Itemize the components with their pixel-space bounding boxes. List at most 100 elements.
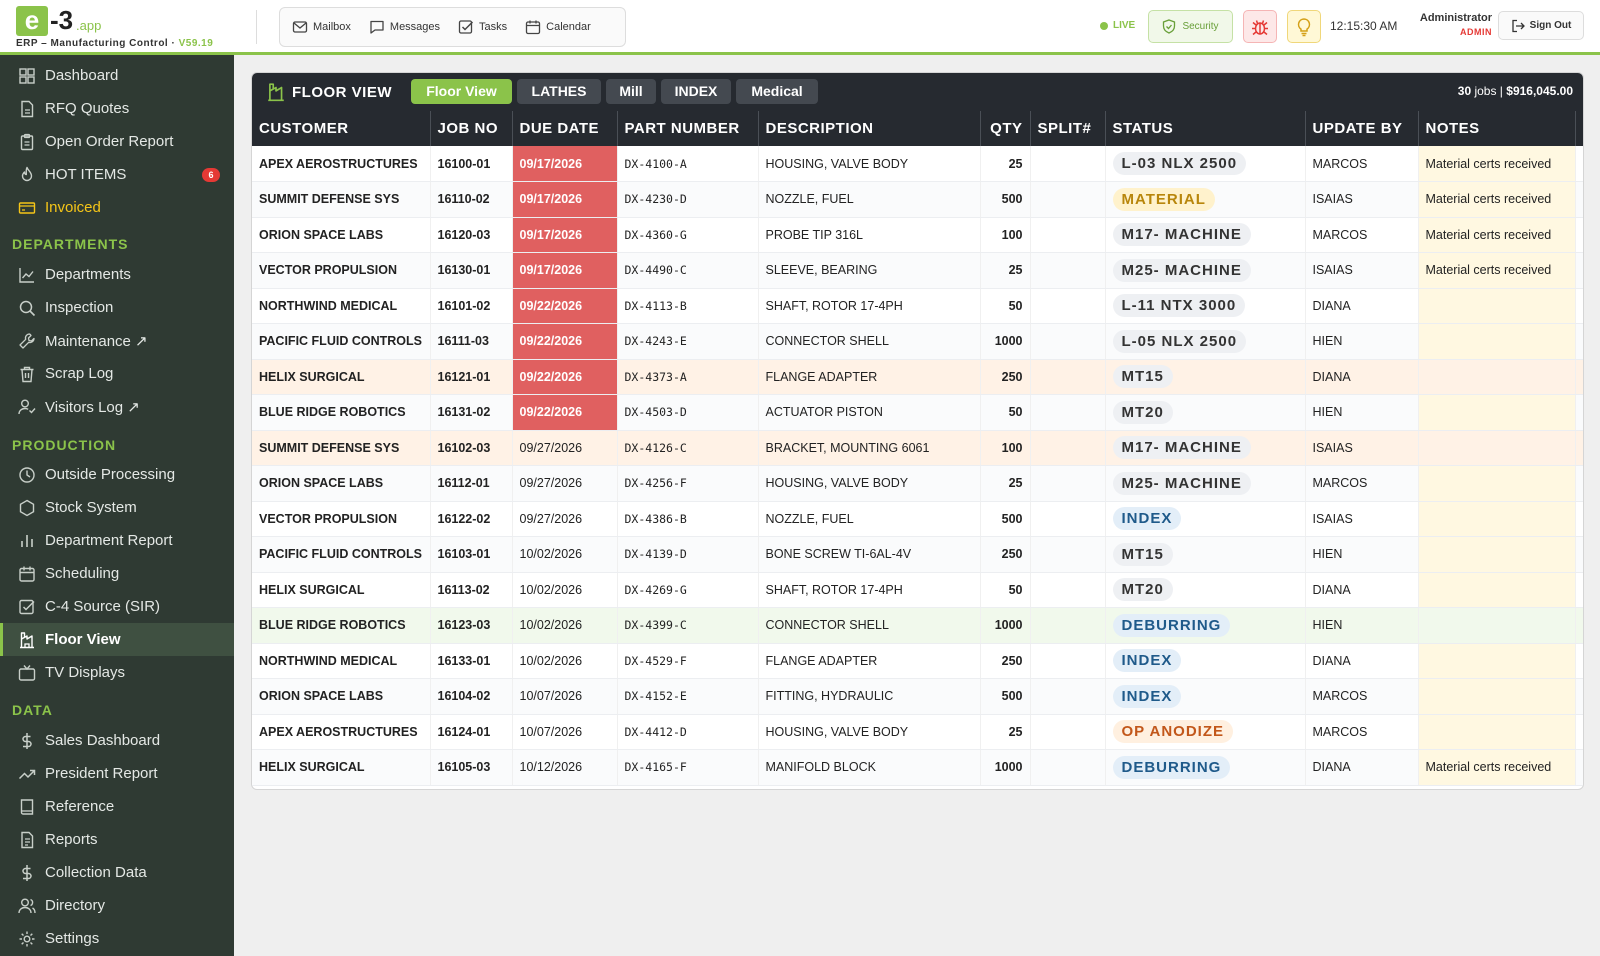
sign-out-button[interactable]: Sign Out (1498, 11, 1584, 40)
book-icon (20, 798, 34, 815)
status-badge[interactable]: L-03 NLX 2500 (1112, 152, 1247, 175)
sidebar-item-collection-data[interactable]: Collection Data (0, 856, 234, 889)
status-badge[interactable]: M25- MACHINE (1112, 471, 1251, 495)
col-header-status[interactable]: STATUS (1105, 111, 1306, 146)
sidebar-item-directory[interactable]: Directory (0, 889, 234, 922)
sidebar-item-outside-processing[interactable]: Outside Processing (0, 458, 234, 491)
status-badge[interactable]: M17- MACHINE (1112, 436, 1251, 460)
sidebar-item-scheduling[interactable]: Scheduling (0, 557, 234, 590)
sidebar-item-open-order-report[interactable]: Open Order Report (0, 125, 234, 158)
tab-index[interactable]: INDEX (661, 79, 731, 104)
sidebar-item-label: Settings (45, 930, 100, 947)
sidebar-item-floor-view[interactable]: Floor View (0, 623, 234, 656)
table-row[interactable]: BLUE RIDGE ROBOTICS 16123-03 10/02/2026 DX-… (252, 607, 1583, 644)
status-badge[interactable]: MT20 (1112, 400, 1173, 424)
sidebar-item-scrap-log[interactable]: Scrap Log (0, 357, 234, 390)
status-badge[interactable]: MATERIAL (1112, 187, 1215, 211)
cell-description: FITTING, HYDRAULIC (758, 678, 981, 715)
status-badge[interactable]: L-11 NTX 3000 (1112, 294, 1246, 318)
table-row[interactable]: APEX AEROSTRUCTURES 16124-01 10/07/2026 DX-… (252, 714, 1583, 750)
sidebar-item-reports[interactable]: Reports (0, 823, 234, 856)
sidebar-item-reference[interactable]: Reference (0, 790, 234, 823)
sidebar-item-departments[interactable]: Departments (0, 258, 234, 291)
col-header-description[interactable]: DESCRIPTION (758, 111, 981, 146)
table-row[interactable]: NORTHWIND MEDICAL 16133-01 10/02/2026 DX-45… (252, 643, 1583, 679)
sidebar-item-label: President Report (45, 765, 158, 782)
status-badge[interactable]: DEBURRING (1112, 755, 1231, 779)
col-header-update-by[interactable]: UPDATE BY (1305, 111, 1419, 146)
table-row[interactable]: NORTHWIND MEDICAL 16101-02 09/22/2026 DX-41… (252, 288, 1583, 324)
table-row[interactable]: BLUE RIDGE ROBOTICS 16131-02 09/22/2026 DX-… (252, 394, 1583, 431)
cell-status: DEBURRING (1105, 607, 1306, 644)
col-header-part-number[interactable]: PART NUMBER (617, 111, 759, 146)
status-badge[interactable]: MT15 (1112, 365, 1173, 389)
status-badge[interactable]: OP ANODIZE (1112, 720, 1234, 744)
col-header-split[interactable]: SPLIT# (1030, 111, 1106, 146)
cell-due-date: 09/17/2026 (512, 181, 618, 218)
sidebar-item-dashboard[interactable]: Dashboard (0, 59, 234, 92)
sidebar-item-department-report[interactable]: Department Report (0, 524, 234, 557)
table-row[interactable]: SUMMIT DEFENSE SYS 16102-03 09/27/2026 DX-4… (252, 430, 1583, 466)
sidebar-item-sales-dashboard[interactable]: Sales Dashboard (0, 724, 234, 757)
security-button[interactable]: Security (1148, 10, 1233, 43)
table-row[interactable]: HELIX SURGICAL 16113-02 10/02/2026 DX-4269-… (252, 572, 1583, 608)
dollar-icon (22, 864, 32, 881)
status-badge[interactable]: M17- MACHINE (1112, 223, 1251, 247)
calendar-link[interactable]: Calendar (525, 12, 591, 42)
cell-job-no: 16111-03 (430, 323, 513, 360)
table-row[interactable]: PACIFIC FLUID CONTROLS 16111-03 09/22/2026… (252, 323, 1583, 360)
sidebar-item-c4-source[interactable]: C-4 Source (SIR) (0, 590, 234, 623)
status-badge[interactable]: INDEX (1112, 507, 1182, 531)
status-badge[interactable]: INDEX (1112, 649, 1182, 673)
sidebar-item-hot-items[interactable]: HOT ITEMS 6 (0, 158, 234, 191)
cell-split (1030, 714, 1106, 750)
idea-button[interactable] (1287, 10, 1321, 43)
bug-report-button[interactable] (1243, 10, 1277, 43)
status-badge[interactable]: MT20 (1112, 578, 1173, 602)
table-row[interactable]: HELIX SURGICAL 16121-01 09/22/2026 DX-4373-… (252, 359, 1583, 395)
sidebar-item-invoiced[interactable]: Invoiced (0, 191, 234, 224)
sidebar-item-president-report[interactable]: President Report (0, 757, 234, 790)
tab-mill[interactable]: Mill (606, 79, 656, 104)
sidebar-item-tv-displays[interactable]: TV Displays (0, 656, 234, 689)
wrench-icon (19, 332, 35, 349)
cell-notes: Material certs received (1418, 217, 1576, 253)
table-row[interactable]: SUMMIT DEFENSE SYS 16110-02 09/17/2026 DX-4… (252, 181, 1583, 218)
sidebar-item-visitors-log[interactable]: Visitors Log ↗ (0, 390, 234, 423)
col-header-qty[interactable]: QTY (980, 111, 1031, 146)
table-row[interactable]: HELIX SURGICAL 16105-03 10/12/2026 DX-4165-… (252, 749, 1583, 786)
table-row[interactable]: VECTOR PROPULSION 16122-02 09/27/2026 DX-43… (252, 501, 1583, 537)
messages-link[interactable]: Messages (369, 12, 440, 42)
tab-medical[interactable]: Medical (736, 79, 818, 104)
status-badge[interactable]: M25- MACHINE (1112, 258, 1251, 282)
table-row[interactable]: PACIFIC FLUID CONTROLS 16103-01 10/02/2026… (252, 536, 1583, 573)
table-row[interactable]: ORION SPACE LABS 16112-01 09/27/2026 DX-425… (252, 465, 1583, 502)
table-row[interactable]: VECTOR PROPULSION 16130-01 09/17/2026 DX-44… (252, 252, 1583, 289)
tab-floor-view[interactable]: Floor View (411, 79, 512, 104)
col-header-customer[interactable]: CUSTOMER (252, 111, 431, 146)
cell-notes (1418, 536, 1576, 573)
col-header-job-no[interactable]: JOB NO (430, 111, 513, 146)
status-badge[interactable]: INDEX (1112, 684, 1182, 708)
sidebar-item-rfq-quotes[interactable]: RFQ Quotes (0, 92, 234, 125)
sidebar-item-settings[interactable]: Settings (0, 922, 234, 955)
table-row[interactable]: ORION SPACE LABS 16104-02 10/07/2026 DX-415… (252, 678, 1583, 715)
status-badge[interactable]: MT15 (1112, 542, 1173, 566)
cell-split (1030, 252, 1106, 289)
tab-lathes[interactable]: LATHES (517, 79, 601, 104)
sidebar-item-stock-system[interactable]: Stock System (0, 491, 234, 524)
status-badge[interactable]: L-05 NLX 2500 (1112, 329, 1247, 353)
mailbox-link[interactable]: Mailbox (292, 12, 351, 42)
sidebar-item-inspection[interactable]: Inspection (0, 291, 234, 324)
tasks-icon (458, 20, 474, 34)
cell-qty: 500 (980, 678, 1031, 715)
status-badge[interactable]: DEBURRING (1112, 613, 1231, 637)
col-header-notes[interactable]: NOTES (1418, 111, 1576, 146)
sidebar-item-maintenance[interactable]: Maintenance ↗ (0, 324, 234, 357)
table-row[interactable]: ORION SPACE LABS 16120-03 09/17/2026 DX-436… (252, 217, 1583, 253)
table-row[interactable]: APEX AEROSTRUCTURES 16100-01 09/17/2026 DX-… (252, 146, 1583, 182)
tasks-link[interactable]: Tasks (458, 12, 507, 42)
app-logo[interactable]: e -3 .app ERP – Manufacturing Control · … (16, 6, 246, 50)
cell-due-date: 09/17/2026 (512, 252, 618, 289)
col-header-due-date[interactable]: DUE DATE (512, 111, 618, 146)
